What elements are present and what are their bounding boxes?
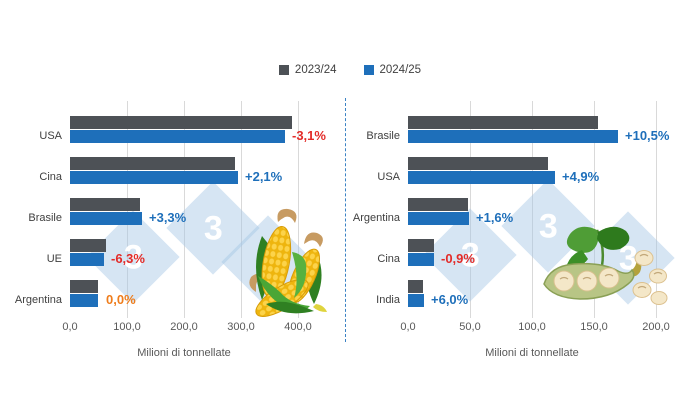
x-axis-tick-label: 50,0 xyxy=(459,321,481,333)
change-label: +1,6% xyxy=(476,210,514,225)
gridline xyxy=(184,101,185,318)
category-label: Argentina xyxy=(352,212,400,224)
legend-swatch-2024-25 xyxy=(363,65,374,75)
category-label: USA xyxy=(377,171,400,183)
x-axis-tick-label: 0,0 xyxy=(400,321,416,333)
legend-item-2023-24: 2023/24 xyxy=(278,64,337,76)
axis-title: Milioni di tonnellate xyxy=(485,347,579,359)
legend-label-2024-25: 2024/25 xyxy=(379,64,422,76)
x-axis-tick-label: 400,0 xyxy=(284,321,312,333)
bar-2023-24 xyxy=(408,239,434,252)
bar-2024-25 xyxy=(408,171,555,184)
category-label: India xyxy=(376,294,400,306)
category-label: UE xyxy=(46,253,62,265)
soybean-illustration-icon xyxy=(543,226,668,305)
watermark-glyph: 3 xyxy=(203,208,223,247)
bar-2023-24 xyxy=(408,198,468,211)
x-axis-tick-label: 150,0 xyxy=(580,321,608,333)
x-axis-tick-label: 100,0 xyxy=(518,321,546,333)
change-label: 0,0% xyxy=(106,292,136,307)
change-label: +4,9% xyxy=(562,169,600,184)
bar-2024-25 xyxy=(70,171,238,184)
category-label: Brasile xyxy=(366,130,400,142)
gridline xyxy=(470,101,471,318)
change-label: +6,0% xyxy=(431,292,469,307)
bar-2023-24 xyxy=(70,239,106,252)
gridline xyxy=(241,101,242,318)
bar-2023-24 xyxy=(70,157,235,170)
bar-2023-24 xyxy=(408,116,598,129)
change-label: +10,5% xyxy=(625,128,670,143)
gridline xyxy=(656,101,657,318)
gridline xyxy=(532,101,533,318)
gridline xyxy=(298,101,299,318)
bar-2023-24 xyxy=(70,198,140,211)
x-axis-tick-label: 100,0 xyxy=(113,321,141,333)
x-axis-tick-label: 200,0 xyxy=(170,321,198,333)
category-label: Cina xyxy=(39,171,62,183)
change-label: +3,3% xyxy=(149,210,187,225)
corn-illustration-icon xyxy=(249,208,327,317)
legend-swatch-2023-24 xyxy=(278,65,289,75)
x-axis-tick-label: 200,0 xyxy=(642,321,670,333)
bar-2024-25 xyxy=(408,253,434,266)
legend-item-2024-25: 2024/25 xyxy=(363,64,422,76)
bar-2024-25 xyxy=(408,130,618,143)
bar-2023-24 xyxy=(70,280,98,293)
chart-legend: 2023/24 2024/25 xyxy=(0,62,700,78)
bar-2023-24 xyxy=(408,157,548,170)
change-label: -6,3% xyxy=(111,251,145,266)
x-axis-tick-label: 300,0 xyxy=(227,321,255,333)
bar-2023-24 xyxy=(408,280,423,293)
bar-2023-24 xyxy=(70,116,292,129)
category-label: USA xyxy=(39,130,62,142)
change-label: -0,9% xyxy=(441,251,475,266)
axis-title: Milioni di tonnellate xyxy=(137,347,231,359)
category-label: Brasile xyxy=(28,212,62,224)
legend-label-2023-24: 2023/24 xyxy=(294,64,337,76)
bar-2024-25 xyxy=(408,294,424,307)
category-label: Argentina xyxy=(14,294,62,306)
change-label: +2,1% xyxy=(245,169,283,184)
bar-2024-25 xyxy=(70,130,285,143)
panel-divider-line xyxy=(345,98,346,342)
bar-2024-25 xyxy=(70,294,98,307)
gridline xyxy=(594,101,595,318)
category-label: Cina xyxy=(377,253,400,265)
bar-2024-25 xyxy=(408,212,469,225)
bar-2024-25 xyxy=(70,253,104,266)
bar-2024-25 xyxy=(70,212,142,225)
x-axis-tick-label: 0,0 xyxy=(62,321,78,333)
change-label: -3,1% xyxy=(292,128,326,143)
